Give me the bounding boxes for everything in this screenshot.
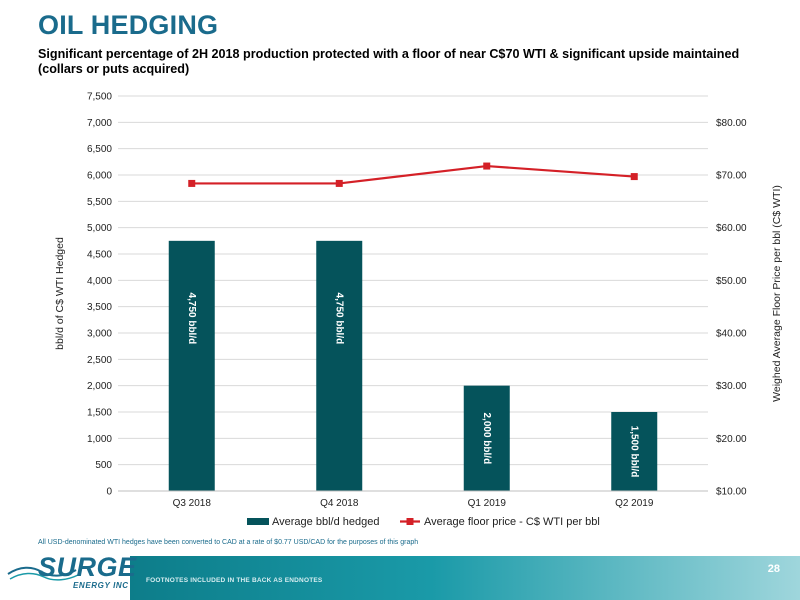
- y-tick-label: 3,000: [87, 329, 112, 340]
- page-title: OIL HEDGING: [38, 10, 219, 40]
- y2-tick-label: $20.00: [716, 434, 747, 445]
- y-tick-label: 0: [106, 487, 112, 498]
- y-tick-label: 5,500: [87, 197, 112, 208]
- y2-tick-label: $30.00: [716, 381, 747, 392]
- y-tick-label: 1,500: [87, 408, 112, 419]
- y-tick-label: 1,000: [87, 434, 112, 445]
- floor-price-point: [188, 179, 196, 187]
- logo-swoosh-icon: [7, 566, 79, 581]
- y-tick-label: 6,000: [87, 171, 112, 182]
- bar-data-label: 2,000 bbl/d: [481, 412, 492, 464]
- y-tick-label: 500: [95, 460, 112, 471]
- company-logo: SURGE ENERGY INC: [6, 552, 146, 596]
- axes: 0 500 1,000 1,500 2,000 2,500 3,000 3,500 4,000 4…: [54, 92, 783, 510]
- footer-endnotes-note: FOOTNOTES INCLUDED IN THE BACK AS ENDNOT…: [146, 577, 323, 584]
- x-tick-label: Q3 2018: [173, 498, 212, 509]
- footnote: All USD-denominated WTI hedges have been…: [38, 539, 419, 546]
- floor-price-point: [630, 173, 638, 181]
- legend-swatch-bar: [247, 518, 269, 525]
- y-tick-label: 6,500: [87, 144, 112, 155]
- footer-band: [130, 556, 800, 600]
- bar-data-label: 1,500 bbl/d: [628, 426, 639, 478]
- y-tick-label: 7,000: [87, 118, 112, 129]
- y-tick-label: 5,000: [87, 223, 112, 234]
- bar-data-label: 4,750 bbl/d: [186, 293, 197, 345]
- y2-tick-label: $60.00: [716, 223, 747, 234]
- legend-label-bar: Average bbl/d hedged: [272, 516, 379, 528]
- logo-subtext: ENERGY INC: [73, 581, 129, 590]
- legend-swatch-marker: [406, 518, 414, 525]
- oil-hedging-chart: 4,750 bbl/d 4,750 bbl/d 2,000 bbl/d 1,500 b…: [54, 92, 783, 529]
- bar: [316, 240, 363, 491]
- bar: [168, 240, 215, 491]
- y2-tick-label: $10.00: [716, 487, 747, 498]
- page-subtitle: Significant percentage of 2H 2018 produc…: [38, 47, 740, 76]
- bars: 4,750 bbl/d 4,750 bbl/d 2,000 bbl/d 1,500 b…: [168, 240, 658, 491]
- y-axis-title: bbl/d of C$ WTI Hedged: [54, 237, 66, 350]
- y2-tick-label: $40.00: [716, 329, 747, 340]
- bar-data-label: 4,750 bbl/d: [333, 293, 344, 345]
- floor-price-point: [483, 162, 491, 170]
- bar: [611, 412, 658, 491]
- y-tick-label: 4,000: [87, 276, 112, 287]
- y-tick-label: 2,500: [87, 355, 112, 366]
- y2-tick-label: $50.00: [716, 276, 747, 287]
- page-number: 28: [767, 563, 780, 575]
- floor-price-line: [188, 162, 638, 187]
- legend: Average bbl/d hedged Average floor price …: [247, 516, 600, 528]
- x-tick-label: Q2 2019: [615, 498, 654, 509]
- bar: [463, 385, 510, 491]
- y2-tick-label: $80.00: [716, 118, 747, 129]
- legend-label-line: Average floor price - C$ WTI per bbl: [424, 516, 600, 528]
- y-tick-label: 3,500: [87, 302, 112, 313]
- y-tick-label: 7,500: [87, 92, 112, 103]
- y2-tick-label: $70.00: [716, 171, 747, 182]
- floor-price-series-line: [191, 164, 635, 185]
- x-tick-label: Q4 2018: [320, 498, 359, 509]
- x-tick-label: Q1 2019: [468, 498, 507, 509]
- y2-axis-title: Weighed Average Floor Price per bbl (C$ …: [771, 185, 783, 402]
- y-tick-label: 2,000: [87, 381, 112, 392]
- logo-wordmark: SURGE: [38, 552, 137, 582]
- y-tick-label: 4,500: [87, 250, 112, 261]
- floor-price-point: [335, 179, 343, 187]
